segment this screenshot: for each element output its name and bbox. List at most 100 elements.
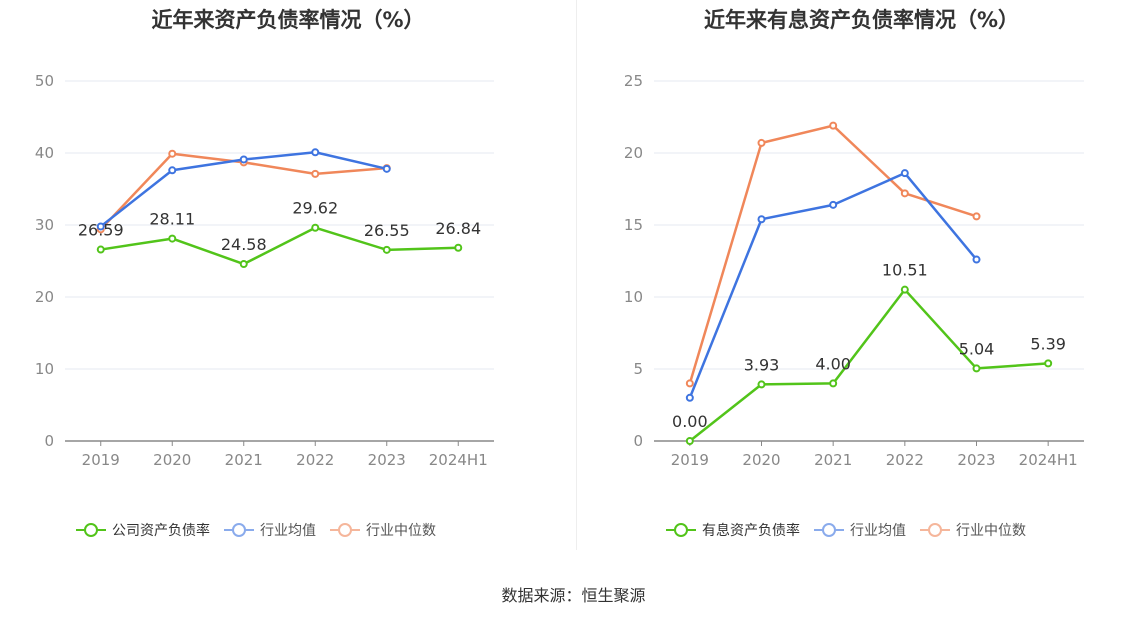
data-point-company bbox=[239, 260, 248, 269]
data-label: 5.04 bbox=[959, 339, 995, 358]
asset-liability-line-chart: 0 10 20 30 40 50 2019 2020 2021 2022 2023 2024H1 26.… bbox=[35, 72, 494, 469]
data-point-avg bbox=[168, 166, 177, 175]
data-point-company bbox=[454, 243, 463, 252]
data-point-avg bbox=[96, 222, 105, 231]
y-tick-label: 40 bbox=[35, 144, 54, 162]
data-label: 26.55 bbox=[364, 221, 410, 240]
panel-divider bbox=[576, 0, 577, 550]
legend-item-company[interactable]: 有息资产负债率 bbox=[666, 520, 800, 540]
data-point-company bbox=[972, 364, 981, 373]
data-point-company bbox=[900, 285, 909, 294]
data-label: 26.59 bbox=[78, 221, 124, 240]
data-point-median bbox=[972, 212, 981, 221]
data-label: 0.00 bbox=[672, 412, 708, 431]
x-tick-label: 2023 bbox=[368, 451, 406, 469]
data-source-note: 数据来源：恒生聚源 bbox=[501, 586, 646, 605]
data-point-company bbox=[96, 245, 105, 254]
data-point-median bbox=[757, 138, 766, 147]
data-label: 10.51 bbox=[882, 261, 928, 280]
data-point-avg bbox=[972, 255, 981, 264]
legend-item-median[interactable]: 行业中位数 bbox=[920, 520, 1026, 540]
legend-item-median[interactable]: 行业中位数 bbox=[330, 520, 436, 540]
legend-marker-company bbox=[84, 523, 98, 537]
x-tick-label: 2021 bbox=[814, 451, 852, 469]
data-point-avg bbox=[239, 155, 248, 164]
data-point-avg bbox=[900, 169, 909, 178]
data-point-company bbox=[829, 379, 838, 388]
y-tick-label: 10 bbox=[35, 360, 54, 378]
legend-label-median: 行业中位数 bbox=[956, 523, 1026, 539]
legend-label-avg: 行业均值 bbox=[260, 523, 316, 539]
legend-label-company: 有息资产负债率 bbox=[702, 523, 800, 539]
y-tick-label: 0 bbox=[633, 432, 643, 450]
data-label: 3.93 bbox=[744, 355, 780, 374]
data-point-median bbox=[168, 149, 177, 158]
data-label: 24.58 bbox=[221, 235, 267, 254]
x-tick-label: 2022 bbox=[886, 451, 924, 469]
legend-interest-bearing: 有息资产负债率 行业均值 行业中位数 bbox=[666, 518, 1040, 542]
x-tick-label: 2024H1 bbox=[1019, 451, 1078, 469]
x-tick-label: 2019 bbox=[82, 451, 120, 469]
series-line-company bbox=[100, 226, 459, 266]
x-tick-label: 2021 bbox=[225, 451, 263, 469]
y-tick-label: 15 bbox=[624, 216, 643, 234]
data-point-median bbox=[900, 189, 909, 198]
data-label: 29.62 bbox=[292, 199, 338, 218]
data-point-avg bbox=[382, 164, 391, 173]
legend-company-icon bbox=[76, 523, 106, 537]
data-point-company bbox=[1044, 359, 1053, 368]
legend-label-median: 行业中位数 bbox=[366, 523, 436, 539]
chart-title-interest-bearing: 近年来有息资产负债率情况（%） bbox=[703, 8, 1020, 32]
y-tick-label: 50 bbox=[35, 72, 54, 90]
legend-company-icon bbox=[666, 523, 696, 537]
x-tick-label: 2023 bbox=[957, 451, 995, 469]
legend-asset-liability: 公司资产负债率 行业均值 行业中位数 bbox=[76, 518, 450, 542]
y-tick-label: 5 bbox=[633, 360, 643, 378]
data-point-median bbox=[829, 121, 838, 130]
x-tick-label: 2020 bbox=[153, 451, 191, 469]
x-tick-label: 2020 bbox=[742, 451, 780, 469]
legend-item-avg[interactable]: 行业均值 bbox=[224, 520, 316, 540]
y-tick-label: 25 bbox=[624, 72, 643, 90]
y-tick-label: 20 bbox=[35, 288, 54, 306]
legend-marker-company bbox=[674, 523, 688, 537]
data-point-avg bbox=[685, 393, 694, 402]
y-tick-label: 10 bbox=[624, 288, 643, 306]
data-label: 5.39 bbox=[1030, 334, 1066, 353]
data-point-company bbox=[382, 245, 391, 254]
legend-marker-avg bbox=[822, 523, 836, 537]
legend-label-avg: 行业均值 bbox=[850, 523, 906, 539]
legend-item-company[interactable]: 公司资产负债率 bbox=[76, 520, 210, 540]
data-point-avg bbox=[311, 148, 320, 157]
x-tick-label: 2024H1 bbox=[429, 451, 488, 469]
y-tick-label: 0 bbox=[44, 432, 54, 450]
legend-avg-icon bbox=[224, 523, 254, 537]
data-label: 26.84 bbox=[435, 219, 481, 238]
legend-marker-median bbox=[928, 523, 942, 537]
legend-median-icon bbox=[330, 523, 360, 537]
data-label: 4.00 bbox=[815, 354, 851, 373]
data-point-company bbox=[168, 234, 177, 243]
data-point-avg bbox=[757, 215, 766, 224]
x-tick-label: 2022 bbox=[296, 451, 334, 469]
series-line-company bbox=[689, 288, 1049, 442]
legend-median-icon bbox=[920, 523, 950, 537]
x-tick-label: 2019 bbox=[671, 451, 709, 469]
legend-label-company: 公司资产负债率 bbox=[112, 523, 210, 539]
legend-avg-icon bbox=[814, 523, 844, 537]
data-point-company bbox=[685, 437, 694, 445]
y-tick-label: 30 bbox=[35, 216, 54, 234]
data-point-median bbox=[685, 379, 694, 388]
series-line-median bbox=[688, 124, 977, 384]
data-point-company bbox=[757, 380, 766, 389]
legend-marker-avg bbox=[232, 523, 246, 537]
interest-bearing-line-chart: 0 5 10 15 20 25 2019 2020 2021 2022 2023 2024H1 0.00… bbox=[624, 72, 1084, 469]
chart-title-asset-liability: 近年来资产负债率情况（%） bbox=[151, 8, 425, 32]
y-tick-label: 20 bbox=[624, 144, 643, 162]
data-point-company bbox=[311, 223, 320, 232]
legend-marker-median bbox=[338, 523, 352, 537]
legend-item-avg[interactable]: 行业均值 bbox=[814, 520, 906, 540]
data-label: 28.11 bbox=[149, 210, 195, 229]
data-point-median bbox=[311, 169, 320, 178]
data-point-avg bbox=[829, 200, 838, 209]
